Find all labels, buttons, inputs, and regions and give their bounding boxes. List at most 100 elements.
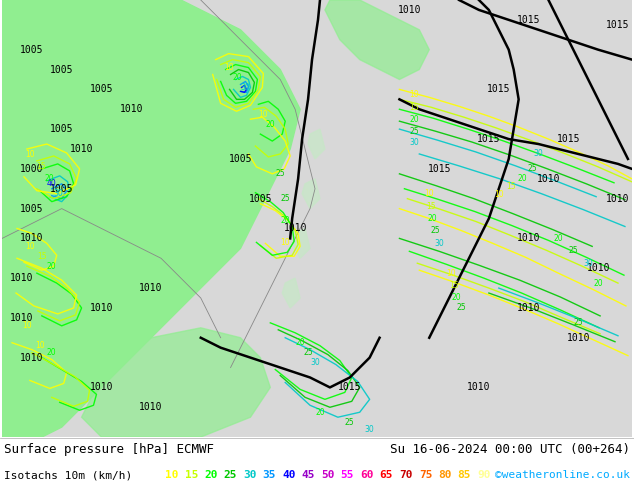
Text: 10: 10 <box>494 190 503 199</box>
Text: 60: 60 <box>360 470 374 480</box>
Text: 1000: 1000 <box>20 164 44 174</box>
Bar <box>250 0 632 258</box>
Text: 20: 20 <box>593 279 603 288</box>
Polygon shape <box>325 0 429 79</box>
Text: 1005: 1005 <box>20 204 44 214</box>
Text: Su 16-06-2024 00:00 UTC (00+264): Su 16-06-2024 00:00 UTC (00+264) <box>390 443 630 456</box>
Text: 25: 25 <box>569 246 578 255</box>
Text: 1015: 1015 <box>427 164 451 174</box>
Text: 10: 10 <box>224 63 233 72</box>
Text: 1010: 1010 <box>20 233 44 244</box>
Text: 25: 25 <box>430 226 440 235</box>
Text: 85: 85 <box>458 470 471 480</box>
Text: 1015: 1015 <box>338 382 361 392</box>
Text: 20: 20 <box>427 214 437 223</box>
Text: 20: 20 <box>451 293 461 301</box>
Text: 25: 25 <box>410 126 419 136</box>
Text: 20: 20 <box>47 348 56 357</box>
Text: 65: 65 <box>380 470 393 480</box>
Text: 1010: 1010 <box>139 402 163 412</box>
Text: 1005: 1005 <box>50 124 74 134</box>
Text: 1015: 1015 <box>517 15 540 25</box>
Text: 10: 10 <box>424 189 434 198</box>
Text: 20: 20 <box>47 262 56 270</box>
Bar <box>221 79 419 358</box>
Text: 1005: 1005 <box>50 184 74 194</box>
Text: 1005: 1005 <box>50 65 74 74</box>
Text: 30: 30 <box>534 149 543 158</box>
Text: 10: 10 <box>280 238 290 247</box>
Text: 25: 25 <box>275 170 285 178</box>
Text: 30: 30 <box>583 259 593 268</box>
Text: 30: 30 <box>54 189 63 198</box>
Text: 10: 10 <box>446 269 456 278</box>
Text: 1015: 1015 <box>557 134 580 144</box>
Text: 20: 20 <box>266 120 275 129</box>
Text: 30: 30 <box>240 83 250 92</box>
Text: 1010: 1010 <box>20 353 44 363</box>
Text: 10: 10 <box>25 242 35 251</box>
Polygon shape <box>82 328 270 437</box>
Text: 25: 25 <box>456 303 466 313</box>
Text: 15: 15 <box>410 103 419 112</box>
Text: 10: 10 <box>259 110 268 119</box>
Text: 20: 20 <box>315 408 325 417</box>
Text: 1010: 1010 <box>517 233 540 244</box>
Text: 1010: 1010 <box>70 144 93 154</box>
Text: 1010: 1010 <box>567 333 590 343</box>
Text: 15: 15 <box>450 281 459 290</box>
Text: 20: 20 <box>553 234 563 243</box>
Text: 20: 20 <box>410 115 419 123</box>
Polygon shape <box>292 228 310 258</box>
Text: 55: 55 <box>340 470 354 480</box>
Text: 10: 10 <box>165 470 179 480</box>
Text: 70: 70 <box>399 470 413 480</box>
Text: 20: 20 <box>204 470 217 480</box>
Text: 15: 15 <box>36 162 46 171</box>
Text: 40: 40 <box>47 179 56 188</box>
Text: 1005: 1005 <box>20 45 44 55</box>
Polygon shape <box>302 179 320 209</box>
Text: 20: 20 <box>518 174 527 183</box>
Text: 75: 75 <box>418 470 432 480</box>
Text: 80: 80 <box>438 470 452 480</box>
Text: 1010: 1010 <box>139 283 163 293</box>
Text: 25: 25 <box>224 470 237 480</box>
Text: 35: 35 <box>262 470 276 480</box>
Text: 10: 10 <box>25 150 35 159</box>
Text: 1010: 1010 <box>537 174 560 184</box>
Text: 1010: 1010 <box>517 303 540 313</box>
Text: 1010: 1010 <box>398 5 421 15</box>
Text: 45: 45 <box>302 470 315 480</box>
Text: 30: 30 <box>365 425 375 434</box>
Text: 10: 10 <box>35 341 44 350</box>
Text: 1005: 1005 <box>229 154 252 164</box>
Text: 1010: 1010 <box>283 223 307 233</box>
Text: 15: 15 <box>506 182 515 191</box>
Text: 30: 30 <box>310 358 320 367</box>
Text: 50: 50 <box>321 470 335 480</box>
Text: 10: 10 <box>22 321 32 330</box>
Text: 1015: 1015 <box>487 84 510 95</box>
Text: 25: 25 <box>303 348 313 357</box>
Text: 15: 15 <box>427 202 436 211</box>
Text: 40: 40 <box>282 470 295 480</box>
Text: 1010: 1010 <box>467 382 491 392</box>
Text: 30: 30 <box>243 470 257 480</box>
Text: 15: 15 <box>37 252 47 261</box>
Text: 30: 30 <box>434 239 444 248</box>
Text: 1010: 1010 <box>586 263 610 273</box>
Text: 1010: 1010 <box>89 382 113 392</box>
Text: 30: 30 <box>410 138 419 147</box>
Text: 15: 15 <box>184 470 198 480</box>
Text: 1005: 1005 <box>89 84 113 95</box>
Text: 20: 20 <box>45 174 55 183</box>
Text: 1010: 1010 <box>606 194 630 204</box>
Text: 25: 25 <box>280 194 290 203</box>
Polygon shape <box>2 139 231 437</box>
Text: 20: 20 <box>233 73 242 82</box>
Polygon shape <box>308 129 325 159</box>
Text: 1005: 1005 <box>249 194 272 204</box>
Text: 10: 10 <box>410 90 419 99</box>
Text: 1010: 1010 <box>10 273 34 283</box>
